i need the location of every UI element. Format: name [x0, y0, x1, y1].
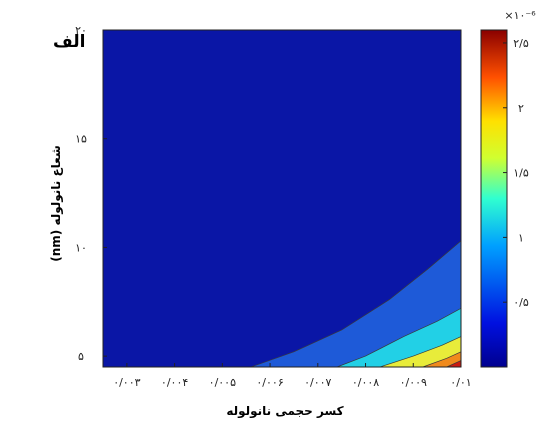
x-tick-label: ۰/۰۰۸ — [352, 376, 379, 389]
x-tick-label: ۰/۰۰۴ — [161, 376, 188, 389]
x-axis-label: کسر حجمی نانولوله — [226, 404, 343, 419]
colorbar-tick-label: ۱/۵ — [513, 167, 529, 180]
y-tick-label: ۱۵ — [75, 133, 87, 146]
y-tick-label: ۲۰ — [75, 24, 87, 37]
colorbar-tick-label: ۲/۵ — [513, 37, 529, 50]
y-axis-label: شعاع نانولوله (nm) — [49, 145, 64, 262]
x-tick-label: ۰/۰۰۳ — [113, 376, 140, 389]
colorbar-tick-label: ۲ — [518, 102, 524, 115]
y-tick-label: ۱۰ — [75, 241, 87, 254]
y-tick-label: ۵ — [78, 350, 84, 363]
colorbar-multiplier: ×۱۰⁻⁶ — [504, 9, 536, 22]
colorbar-tick-label: ۰/۵ — [513, 296, 529, 309]
x-tick-label: ۰/۰۰۶ — [256, 376, 283, 389]
panel-label: الف — [53, 32, 85, 52]
x-tick-label: ۰/۰۰۹ — [400, 376, 427, 389]
x-tick-label: ۰/۰۰۵ — [209, 376, 236, 389]
colorbar-tick-label: ۱ — [518, 231, 524, 244]
colorbar — [480, 29, 508, 368]
plot-frame — [102, 29, 462, 368]
x-tick-label: ۰/۰۰۷ — [304, 376, 331, 389]
x-tick-label: ۰/۰۱ — [450, 376, 471, 389]
